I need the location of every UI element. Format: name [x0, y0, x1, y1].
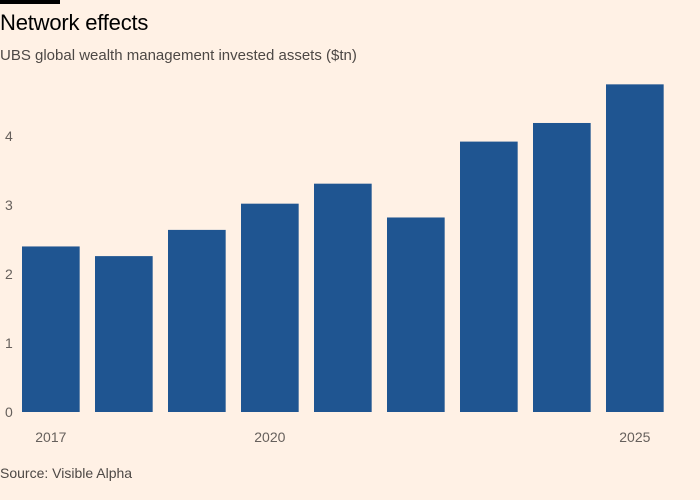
- bar-2022: [387, 217, 445, 412]
- y-tick-label: 4: [5, 128, 13, 144]
- x-tick-label: 2017: [35, 429, 66, 445]
- bar-2017: [22, 246, 80, 412]
- source-note: Source: Visible Alpha: [0, 465, 133, 481]
- bar-2019: [168, 229, 226, 412]
- bar-2023: [460, 141, 518, 412]
- y-tick-label: 2: [5, 266, 13, 282]
- bar-2024: [533, 122, 591, 412]
- chart-title: Network effects: [0, 10, 149, 35]
- chart-subtitle: UBS global wealth management invested as…: [0, 47, 357, 64]
- x-tick-label: 2020: [254, 429, 285, 445]
- y-tick-label: 3: [5, 197, 13, 213]
- y-tick-label: 1: [5, 335, 13, 351]
- bar-2020: [241, 203, 299, 412]
- header-rule: [0, 0, 60, 4]
- bar-2025: [606, 84, 664, 412]
- y-tick-label: 0: [5, 404, 13, 420]
- bar-2021: [314, 183, 372, 412]
- bar-2018: [95, 256, 153, 412]
- x-tick-label: 2025: [619, 429, 650, 445]
